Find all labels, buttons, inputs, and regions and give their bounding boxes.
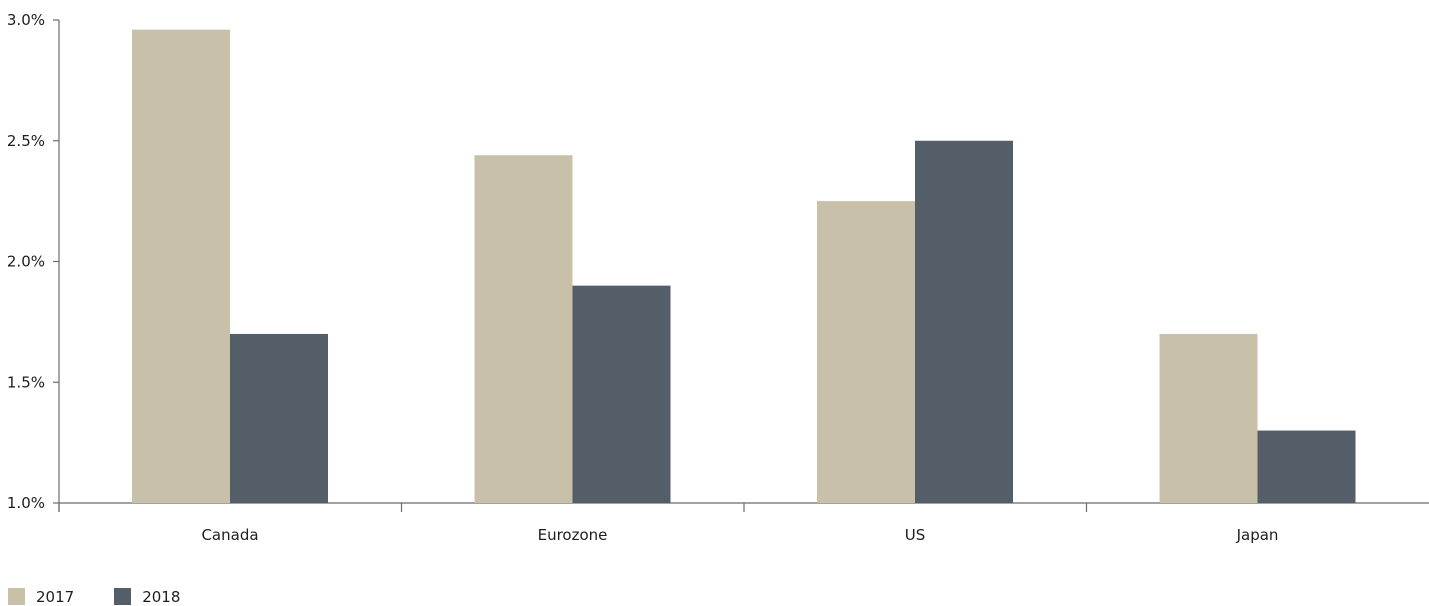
legend-swatch-2018 bbox=[114, 588, 132, 605]
legend-label-2018: 2018 bbox=[142, 587, 181, 606]
bar-2018-canada bbox=[230, 333, 328, 503]
legend-swatch-2017 bbox=[8, 588, 25, 605]
legend-item-2018[interactable]: 2018 bbox=[114, 588, 180, 606]
bar-chart: 3.0% 2.5% 2.0% 1.5% 1.0% Canada Eurozone US Jap… bbox=[7, 11, 1429, 544]
y-tick-label: 2.0% bbox=[7, 253, 45, 271]
bar-2018-eurozone bbox=[572, 285, 671, 503]
x-tick-label-canada: Canada bbox=[201, 526, 258, 544]
bar-2017-canada bbox=[132, 29, 230, 503]
legend: 2017 2018 bbox=[8, 588, 220, 606]
bar-2018-japan bbox=[1257, 430, 1356, 503]
x-tick-label-japan: Japan bbox=[1236, 526, 1279, 544]
x-tick-label-eurozone: Eurozone bbox=[538, 526, 608, 544]
y-tick-label: 1.0% bbox=[7, 494, 45, 512]
bar-2018-us bbox=[915, 140, 1013, 503]
y-tick-label: 3.0% bbox=[7, 11, 45, 29]
y-axis: 3.0% 2.5% 2.0% 1.5% 1.0% bbox=[7, 11, 60, 512]
legend-label-2017: 2017 bbox=[36, 587, 75, 606]
y-tick-label: 1.5% bbox=[7, 373, 45, 391]
bar-2017-us bbox=[817, 201, 915, 503]
legend-item-2017[interactable]: 2017 bbox=[8, 588, 74, 606]
y-tick-label: 2.5% bbox=[7, 132, 45, 150]
bar-2017-japan bbox=[1159, 333, 1258, 503]
x-tick-label-us: US bbox=[905, 526, 926, 544]
bars bbox=[132, 29, 1356, 504]
x-axis: Canada Eurozone US Japan bbox=[58, 502, 1429, 544]
bar-2017-eurozone bbox=[474, 155, 573, 504]
